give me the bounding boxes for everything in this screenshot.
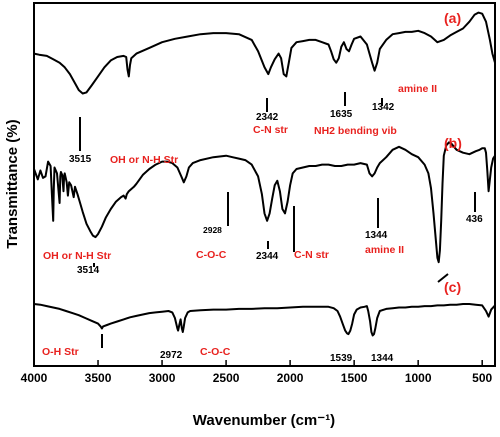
peak-label-c-2972: 2972 (160, 350, 183, 361)
peak-label-c-1539: 1539 (330, 353, 353, 364)
assign-label-c-oh: O-H Str (42, 346, 79, 358)
spectrum-line-b (33, 141, 496, 264)
x-axis-ticks: 4000 3500 3000 2500 2000 1500 1000 500 (21, 360, 493, 385)
x-tick-label-2000: 2000 (277, 371, 304, 385)
peak-markers (79, 92, 476, 348)
peak-label-a-1635: 1635 (330, 109, 353, 120)
peak-label-c-1344: 1344 (371, 353, 394, 364)
assign-label-a-cn: C-N str (253, 124, 288, 136)
x-tick-label-1000: 1000 (405, 371, 432, 385)
assign-label-b-cn: C-N str (294, 249, 329, 261)
panel-label-b: (b) (444, 135, 462, 151)
x-tick-label-2500: 2500 (213, 371, 240, 385)
x-tick-label-3000: 3000 (149, 371, 176, 385)
assign-label-b-amine: amine II (365, 244, 404, 256)
assign-label-b-ohnh: OH or N-H Str (43, 250, 111, 262)
assign-label-a-ohnh: OH or N-H Str (110, 154, 178, 166)
x-tick-label-500: 500 (472, 371, 492, 385)
x-tick-label-3500: 3500 (85, 371, 112, 385)
x-axis-title: Wavenumber (cm⁻¹) (193, 412, 335, 429)
x-tick-label-4000: 4000 (21, 371, 48, 385)
plot-frame (33, 2, 496, 367)
spectrum-line-c (33, 303, 496, 337)
peak-label-a-2342: 2342 (256, 112, 279, 123)
peak-marker-line-9 (437, 273, 449, 283)
assign-label-a-amine: amine II (398, 83, 437, 95)
peak-label-a-3515: 3515 (69, 154, 92, 165)
spectrum-line-a (33, 11, 496, 95)
peak-label-a-1342: 1342 (372, 102, 395, 113)
assign-label-a-nh2: NH2 bending vib (314, 125, 397, 137)
peak-label-b-436: 436 (466, 214, 483, 225)
panel-label-a: (a) (444, 10, 461, 26)
x-tick-label-1500: 1500 (341, 371, 368, 385)
panel-label-c: (c) (444, 279, 461, 295)
spectra-traces (33, 11, 496, 337)
peak-label-b-2928: 2928 (203, 225, 222, 235)
assign-label-c-coc: C-O-C (200, 346, 231, 358)
peak-label-b-3514: 3514 (77, 265, 100, 276)
peak-label-b-1344: 1344 (365, 230, 388, 241)
peak-label-b-2344: 2344 (256, 251, 279, 262)
assign-label-b-coc: C-O-C (196, 249, 227, 261)
y-axis-title: Transmittance (%) (4, 119, 21, 248)
